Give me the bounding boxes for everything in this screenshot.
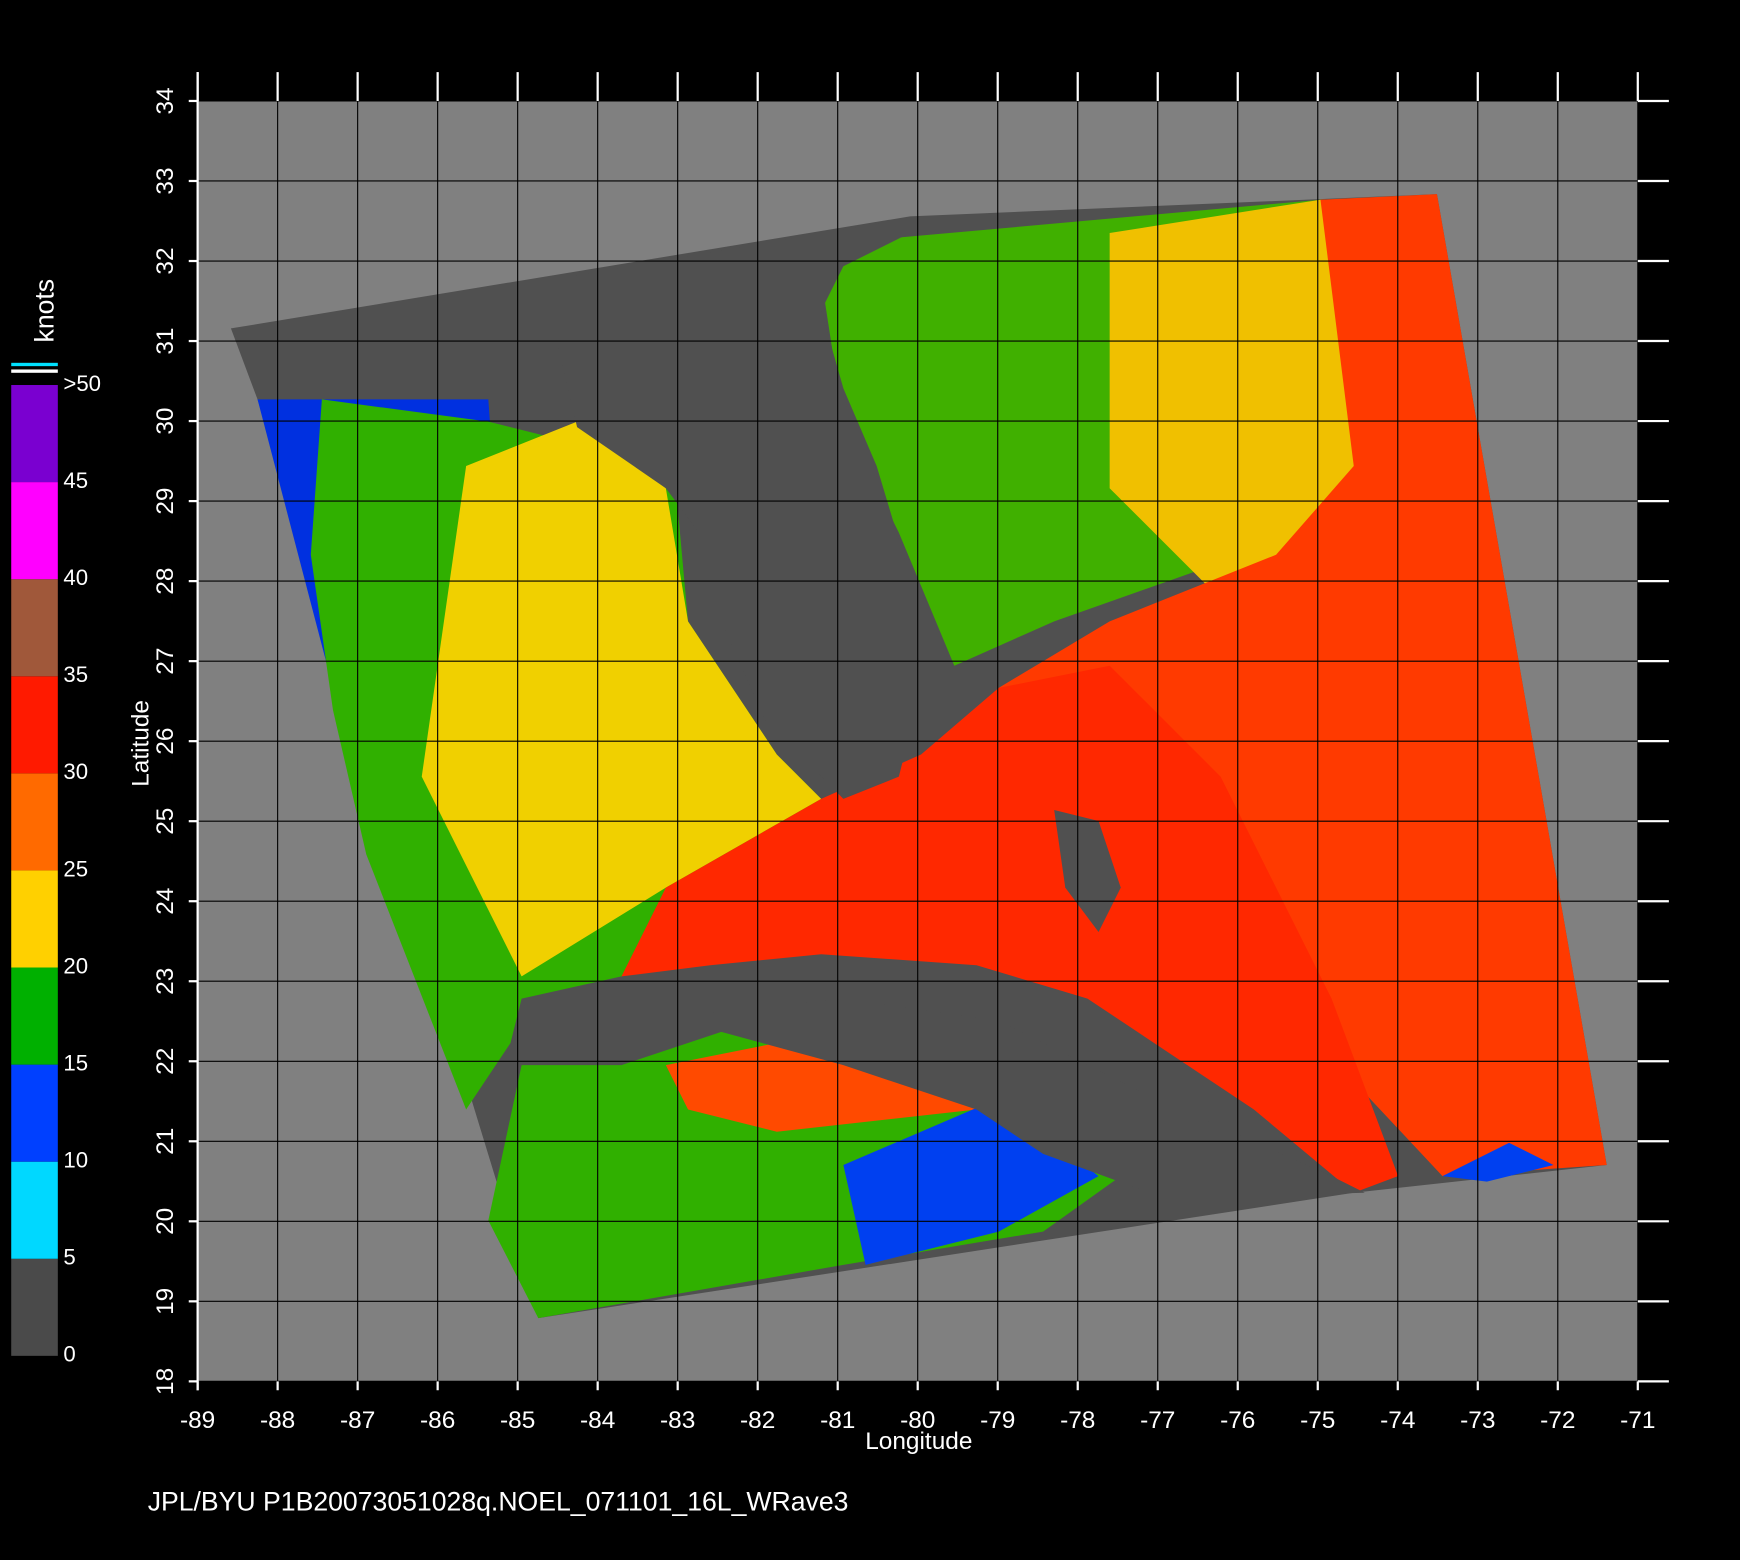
y-tick-label: 20 — [152, 1208, 179, 1235]
wind-strong-south — [665, 1042, 977, 1132]
x-tick-label: -72 — [1540, 1407, 1575, 1434]
x-tick-label: -80 — [900, 1407, 935, 1434]
colorbar-tick-label: 35 — [63, 662, 88, 687]
x-tick-label: -82 — [740, 1407, 775, 1434]
y-tick-label: 30 — [152, 407, 179, 434]
land-florida — [554, 221, 922, 799]
colorbar-tick-label: 5 — [63, 1245, 75, 1270]
colorbar-segment — [11, 773, 58, 871]
y-tick-label: 23 — [152, 968, 179, 995]
colorbar-segment — [11, 1258, 58, 1356]
colorbar-segment — [11, 385, 58, 483]
y-tick-label: 19 — [152, 1288, 179, 1315]
colorbar-tick-label: 25 — [63, 856, 88, 881]
y-tick-label: 27 — [152, 648, 179, 675]
colorbar-tick-label: 20 — [63, 953, 88, 978]
x-tick-label: -86 — [420, 1407, 455, 1434]
colorbar-segment — [11, 1064, 58, 1162]
colorbar-top-stripe — [11, 362, 58, 367]
ticks: -89 -88 -87 -86 -85 -84 -83 -82 -81 -80 -79 -78 -77 -… — [152, 72, 1669, 1434]
colorbar-tick-label: 45 — [63, 468, 88, 493]
y-tick-label: 34 — [152, 87, 179, 114]
y-tick-label: 22 — [152, 1048, 179, 1075]
x-tick-label: -85 — [500, 1407, 535, 1434]
colorbar-segment — [11, 676, 58, 774]
wind-fresh — [421, 421, 822, 977]
x-tick-label: -89 — [180, 1407, 215, 1434]
x-tick-label: -75 — [1300, 1407, 1335, 1434]
y-tick-label: 33 — [152, 167, 179, 194]
colorbar-segment — [11, 967, 58, 1065]
colorbar-segment — [11, 870, 58, 968]
x-tick-label: -78 — [1060, 1407, 1095, 1434]
y-tick-label: 28 — [152, 568, 179, 595]
wind-strong-east — [998, 194, 1607, 1177]
y-tick-label: 32 — [152, 247, 179, 274]
wind-low-east — [1442, 1142, 1554, 1182]
x-tick-label: -73 — [1460, 1407, 1495, 1434]
y-tick-label: 21 — [152, 1128, 179, 1155]
colorbar-tick-label: >50 — [63, 371, 101, 396]
y-axis-label: Latitude — [128, 700, 155, 787]
x-tick-label: -87 — [340, 1407, 375, 1434]
x-tick-label: -77 — [1140, 1407, 1175, 1434]
x-tick-label: -84 — [580, 1407, 615, 1434]
colorbar-top-stripe — [11, 369, 58, 373]
y-tick-label: 24 — [152, 888, 179, 915]
colorbar-tick-label: 40 — [63, 565, 88, 590]
colorbar-tick-label: 10 — [63, 1148, 88, 1173]
colorbar: 0 5 10 15 20 25 30 35 40 45 >50 knots — [11, 279, 101, 1367]
x-tick-label: -76 — [1220, 1407, 1255, 1434]
x-tick-label: -74 — [1380, 1407, 1415, 1434]
y-tick-label: 26 — [152, 728, 179, 755]
y-tick-label: 29 — [152, 488, 179, 515]
y-tick-label: 18 — [152, 1368, 179, 1395]
colorbar-tick-label: 15 — [63, 1050, 88, 1075]
colorbar-segment — [11, 482, 58, 580]
x-tick-label: -88 — [260, 1407, 295, 1434]
y-tick-label: 25 — [152, 808, 179, 835]
y-tick-label: 31 — [152, 327, 179, 354]
x-tick-label: -81 — [820, 1407, 855, 1434]
colorbar-tick-label: 30 — [63, 759, 88, 784]
colorbar-label: knots — [30, 279, 60, 343]
footer: JPL/BYU P1B20073051028q.NOEL_071101_16L_… — [148, 1486, 849, 1516]
colorbar-segment — [11, 579, 58, 677]
land-cuba — [521, 998, 1365, 1199]
x-tick-label: -79 — [980, 1407, 1015, 1434]
colorbar-segment — [11, 1161, 58, 1259]
x-tick-label: -71 — [1620, 1407, 1655, 1434]
colorbar-tick-label: 0 — [63, 1342, 75, 1367]
grid — [197, 100, 1639, 1382]
x-axis-label: Longitude — [865, 1428, 972, 1455]
x-tick-label: -83 — [660, 1407, 695, 1434]
